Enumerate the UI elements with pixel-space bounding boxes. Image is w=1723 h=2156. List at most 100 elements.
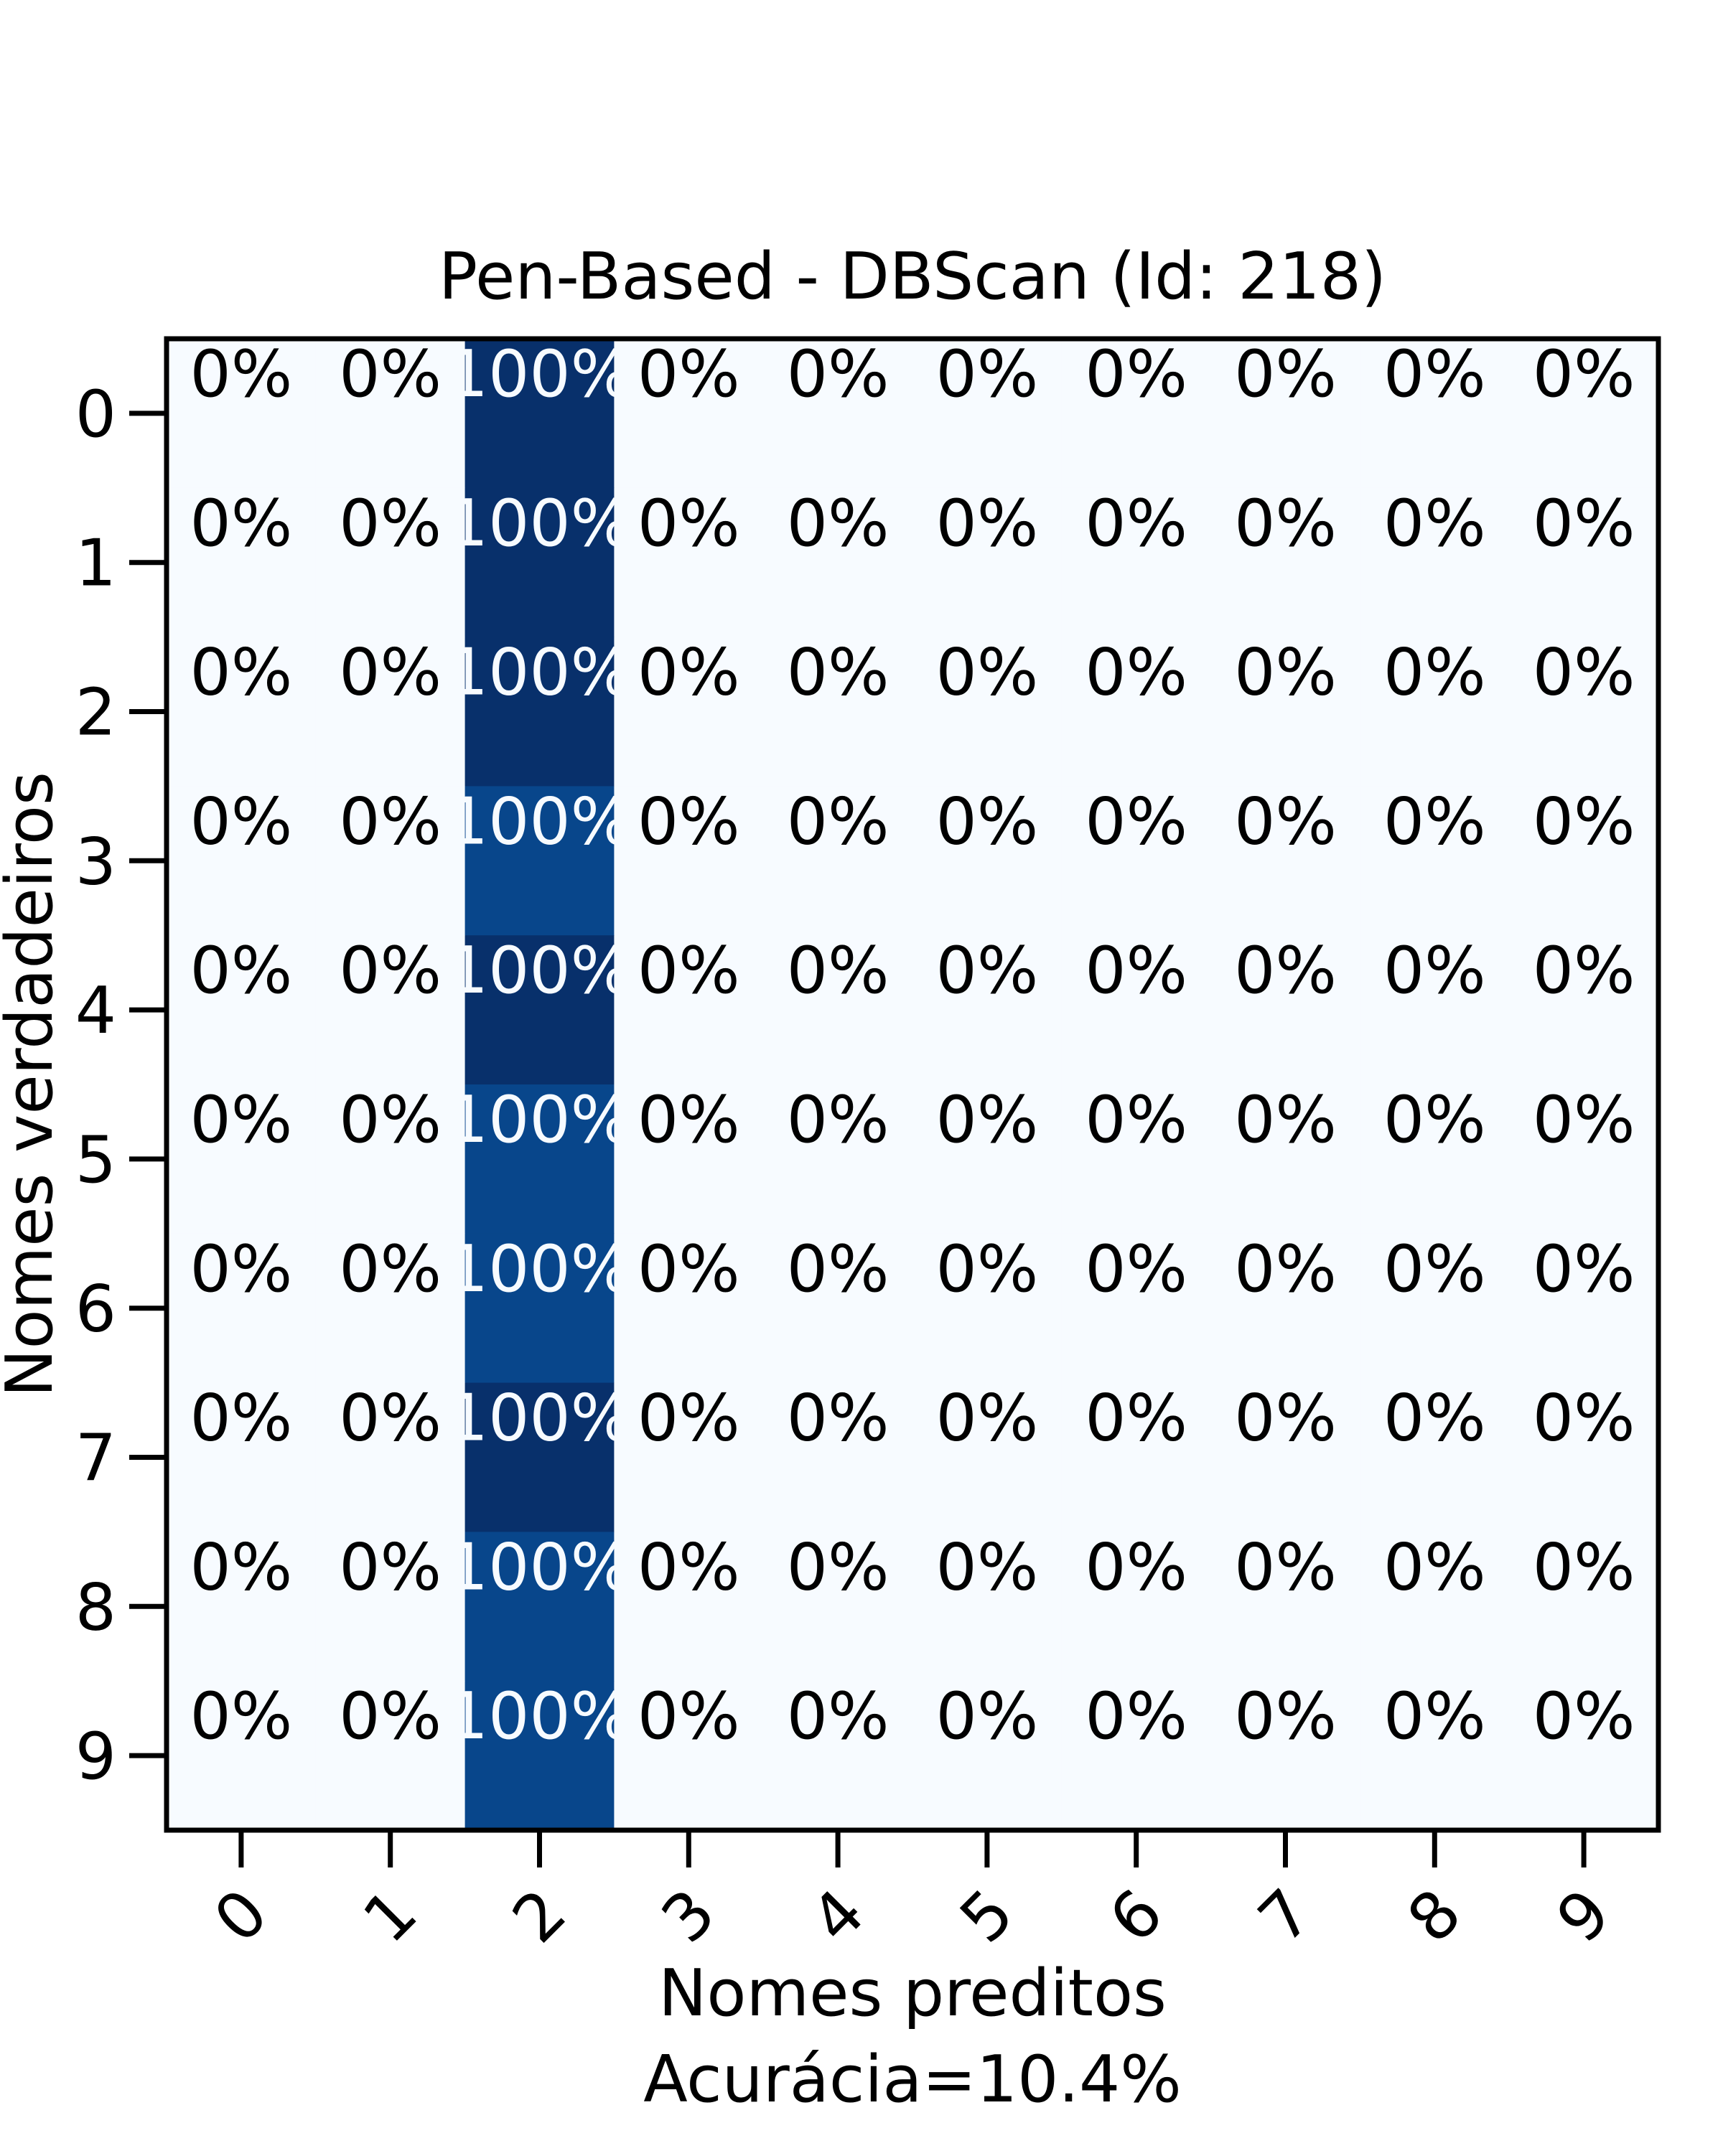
- cell-label-r0-c0: 0%: [190, 337, 293, 412]
- heatmap-cell-r4-c3: [614, 935, 764, 1085]
- cell-label-r7-c7: 0%: [1234, 1381, 1337, 1456]
- heatmap-cell-r0-c7: [1210, 339, 1360, 489]
- heatmap-cell-r8-c4: [763, 1532, 913, 1682]
- cell-label-r4-c9: 0%: [1533, 933, 1635, 1008]
- heatmap-cell-r6-c3: [614, 1233, 764, 1384]
- heatmap-cell-r8-c3: [614, 1532, 764, 1682]
- cell-label-r8-c6: 0%: [1085, 1529, 1187, 1605]
- cell-label-r0-c2: 100%: [447, 337, 632, 412]
- heatmap-cell-r5-c1: [315, 1084, 466, 1234]
- heatmap-cell-r2-c7: [1210, 637, 1360, 787]
- heatmap-cell-r6-c2: [464, 1233, 615, 1384]
- y-tick-label-7: 7: [75, 1421, 116, 1496]
- heatmap-cell-r3-c2: [464, 786, 615, 936]
- heatmap-cell-r7-c6: [1061, 1382, 1212, 1532]
- cell-label-r6-c3: 0%: [638, 1232, 740, 1307]
- heatmap-cell-r1-c1: [315, 487, 466, 638]
- cell-label-r5-c6: 0%: [1085, 1082, 1187, 1158]
- cell-label-r2-c6: 0%: [1085, 635, 1187, 711]
- heatmap-cell-labels: 0% 0% 100% 0% 0% 0% 0% 0% 0% 0%0% 0% 100% 0% 0% 0% 0% 0%…: [190, 337, 1635, 1754]
- cell-label-r7-c0: 0%: [190, 1381, 293, 1456]
- heatmap-cell-r3-c3: [614, 786, 764, 936]
- heatmap-cell-r7-c2: [464, 1382, 615, 1532]
- cell-label-r4-c3: 0%: [638, 933, 740, 1008]
- heatmap-cell-r4-c2: [464, 935, 615, 1085]
- heatmap-cell-r2-c4: [763, 637, 913, 787]
- heatmap-cell-r5-c0: [167, 1084, 317, 1234]
- heatmap-cell-r0-c3: [614, 339, 764, 489]
- heatmap-cell-r7-c8: [1360, 1382, 1510, 1532]
- cell-label-r7-c1: 0%: [339, 1381, 442, 1456]
- cell-label-r9-c1: 0%: [339, 1679, 442, 1754]
- cell-label-r3-c1: 0%: [339, 784, 442, 859]
- cell-label-r9-c9: 0%: [1533, 1679, 1635, 1754]
- cell-label-r1-c2: 100%: [447, 486, 632, 561]
- cell-label-r5-c9: 0%: [1533, 1082, 1635, 1158]
- cell-label-r9-c6: 0%: [1085, 1679, 1187, 1754]
- cell-label-r3-c3: 0%: [638, 784, 740, 859]
- heatmap-cell-r0-c0: [167, 339, 317, 489]
- heatmap-cell-r6-c8: [1360, 1233, 1510, 1384]
- heatmap-cell-r2-c0: [167, 637, 317, 787]
- cell-label-r7-c4: 0%: [787, 1381, 889, 1456]
- cell-label-r3-c7: 0%: [1234, 784, 1337, 859]
- heatmap-cell-r1-c8: [1360, 487, 1510, 638]
- heatmap-cell-r7-c7: [1210, 1382, 1360, 1532]
- cell-label-r1-c3: 0%: [638, 486, 740, 561]
- cell-label-r2-c1: 0%: [339, 635, 442, 711]
- heatmap-cell-r0-c2: [464, 339, 615, 489]
- y-axis-label: Nomes verdadeiros: [0, 772, 67, 1397]
- heatmap-cell-r5-c8: [1360, 1084, 1510, 1234]
- cell-label-r2-c2: 100%: [447, 635, 632, 711]
- heatmap-cell-r9-c9: [1509, 1681, 1659, 1831]
- y-tick-label-8: 8: [75, 1570, 116, 1645]
- cell-label-r8-c2: 100%: [447, 1529, 632, 1605]
- cell-label-r8-c9: 0%: [1533, 1529, 1635, 1605]
- heatmap-cell-r3-c9: [1509, 786, 1659, 936]
- heatmap-cell-r6-c0: [167, 1233, 317, 1384]
- y-tick-label-9: 9: [75, 1719, 116, 1794]
- cell-label-r7-c2: 100%: [447, 1381, 632, 1456]
- cell-label-r6-c6: 0%: [1085, 1232, 1187, 1307]
- heatmap-cell-r0-c8: [1360, 339, 1510, 489]
- cell-label-r4-c2: 100%: [447, 933, 632, 1008]
- cell-label-r3-c0: 0%: [190, 784, 293, 859]
- heatmap-cell-r9-c7: [1210, 1681, 1360, 1831]
- heatmap-cell-r4-c4: [763, 935, 913, 1085]
- heatmap-cell-r7-c4: [763, 1382, 913, 1532]
- cell-label-r2-c0: 0%: [190, 635, 293, 711]
- heatmap-cell-r3-c5: [912, 786, 1063, 936]
- cell-label-r2-c9: 0%: [1533, 635, 1635, 711]
- heatmap-cell-r4-c0: [167, 935, 317, 1085]
- heatmap-cell-r5-c2: [464, 1084, 615, 1234]
- y-tick-label-4: 4: [75, 973, 116, 1049]
- y-tick-label-6: 6: [75, 1272, 116, 1347]
- heatmap-cell-r3-c7: [1210, 786, 1360, 936]
- cell-label-r4-c8: 0%: [1383, 933, 1486, 1008]
- heatmap-cell-r1-c6: [1061, 487, 1212, 638]
- cell-label-r5-c3: 0%: [638, 1082, 740, 1158]
- heatmap-cell-r3-c6: [1061, 786, 1212, 936]
- heatmap-cell-r0-c9: [1509, 339, 1659, 489]
- y-tick-label-3: 3: [75, 824, 116, 899]
- cell-label-r0-c3: 0%: [638, 337, 740, 412]
- cell-label-r0-c4: 0%: [787, 337, 889, 412]
- heatmap-cell-r6-c9: [1509, 1233, 1659, 1384]
- heatmap-cell-r8-c6: [1061, 1532, 1212, 1682]
- plot-frame: [164, 336, 1661, 1833]
- cell-label-r0-c5: 0%: [936, 337, 1039, 412]
- cell-label-r3-c2: 100%: [447, 784, 632, 859]
- cell-label-r2-c7: 0%: [1234, 635, 1337, 711]
- cell-label-r4-c0: 0%: [190, 933, 293, 1008]
- cell-label-r1-c6: 0%: [1085, 486, 1187, 561]
- cell-label-r6-c8: 0%: [1383, 1232, 1486, 1307]
- cell-label-r3-c8: 0%: [1383, 784, 1486, 859]
- cell-label-r8-c1: 0%: [339, 1529, 442, 1605]
- cell-label-r4-c5: 0%: [936, 933, 1039, 1008]
- heatmap-cell-r4-c7: [1210, 935, 1360, 1085]
- heatmap-cell-r4-c5: [912, 935, 1063, 1085]
- cell-label-r7-c9: 0%: [1533, 1381, 1635, 1456]
- heatmap-cell-r5-c5: [912, 1084, 1063, 1234]
- heatmap-cell-r1-c0: [167, 487, 317, 638]
- heatmap-cell-r1-c3: [614, 487, 764, 638]
